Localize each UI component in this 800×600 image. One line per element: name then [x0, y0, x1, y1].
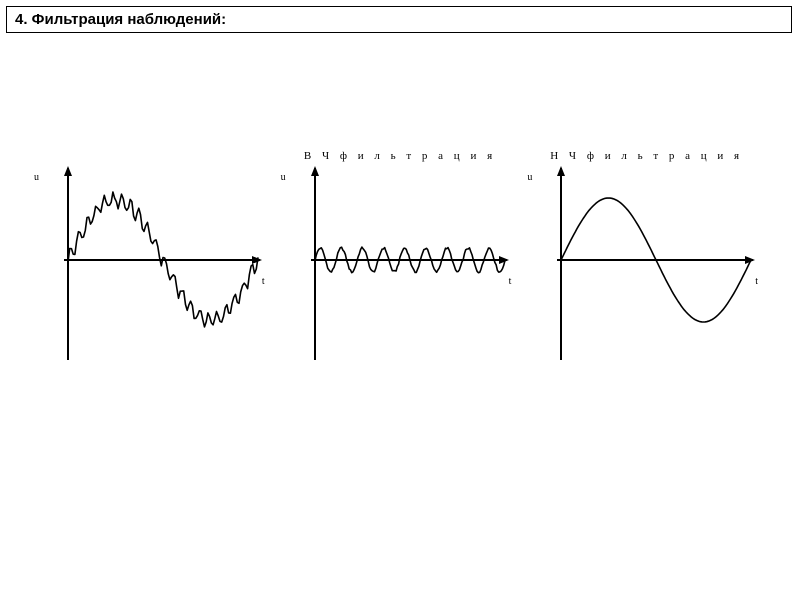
panel-hf-xlabel: t [509, 276, 512, 287]
panel-hf-svg [277, 150, 517, 390]
panel-lf-xlabel: t [755, 276, 758, 287]
panel-lf-svg [523, 150, 763, 390]
panel-lf: Н Ч ф и л ь т р а ц и я u t [523, 150, 770, 390]
panel-hf: В Ч ф и л ь т р а ц и я u t [277, 150, 524, 390]
panel-original-xlabel: t [262, 276, 265, 287]
panel-lf-ylabel: u [527, 172, 532, 183]
page-title: 4. Фильтрация наблюдений: [6, 6, 792, 33]
panel-original-svg [30, 150, 270, 390]
charts-row: u t В Ч ф и л ь т р а ц и я u t Н Ч ф и … [30, 150, 770, 390]
panel-original: u t [30, 150, 277, 390]
panel-lf-title: Н Ч ф и л ь т р а ц и я [523, 150, 770, 162]
panel-original-ylabel: u [34, 172, 39, 183]
panel-hf-title: В Ч ф и л ь т р а ц и я [277, 150, 524, 162]
page-root: 4. Фильтрация наблюдений: u t В Ч ф и л … [0, 0, 800, 600]
panel-hf-ylabel: u [281, 172, 286, 183]
